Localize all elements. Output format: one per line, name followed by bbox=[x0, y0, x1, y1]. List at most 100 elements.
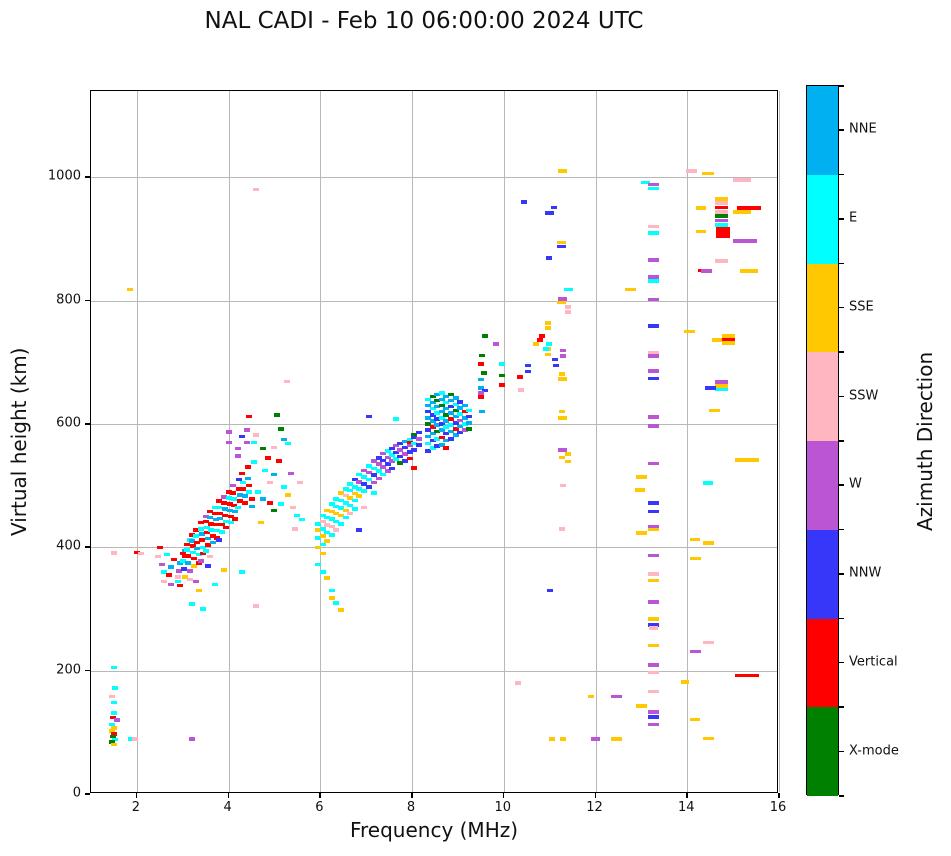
x-tick-mark bbox=[778, 793, 780, 798]
data-point bbox=[647, 461, 659, 466]
data-point bbox=[715, 384, 729, 388]
data-point bbox=[434, 444, 441, 448]
data-point bbox=[198, 532, 205, 536]
data-point bbox=[375, 462, 382, 466]
data-point bbox=[370, 480, 377, 485]
x-tick-label: 4 bbox=[223, 800, 232, 815]
data-point bbox=[271, 508, 278, 513]
data-point bbox=[138, 551, 145, 556]
data-point bbox=[188, 602, 195, 606]
data-point bbox=[711, 338, 723, 342]
data-point bbox=[328, 533, 335, 537]
y-gridline bbox=[91, 177, 777, 179]
data-point bbox=[188, 533, 195, 537]
colorbar-tick-mark bbox=[839, 85, 844, 87]
data-point bbox=[195, 588, 202, 593]
data-point bbox=[702, 481, 714, 485]
data-point bbox=[715, 210, 729, 214]
data-point bbox=[384, 449, 391, 453]
colorbar-tick-mark bbox=[839, 661, 844, 664]
data-point bbox=[648, 663, 660, 667]
data-point bbox=[342, 515, 349, 520]
data-point bbox=[406, 450, 413, 454]
data-point bbox=[184, 542, 191, 546]
data-point bbox=[223, 519, 230, 524]
data-point bbox=[324, 515, 331, 520]
data-point bbox=[175, 575, 182, 579]
data-point bbox=[425, 428, 432, 432]
data-point bbox=[425, 434, 432, 439]
data-point bbox=[434, 404, 441, 409]
data-point bbox=[425, 397, 432, 402]
data-point bbox=[716, 227, 730, 231]
data-point bbox=[225, 430, 232, 434]
data-point bbox=[257, 520, 264, 525]
data-point bbox=[324, 530, 331, 535]
data-point bbox=[443, 413, 450, 417]
data-point bbox=[168, 582, 175, 587]
data-point bbox=[499, 362, 506, 366]
data-point bbox=[110, 732, 117, 736]
data-point bbox=[375, 456, 382, 460]
data-point bbox=[208, 528, 215, 532]
data-point bbox=[230, 483, 237, 488]
data-point bbox=[216, 499, 223, 503]
data-point bbox=[239, 570, 246, 574]
data-point bbox=[461, 403, 468, 408]
data-point bbox=[209, 540, 216, 545]
data-point bbox=[232, 517, 239, 521]
data-point bbox=[429, 413, 436, 417]
data-point bbox=[360, 489, 367, 493]
data-point bbox=[636, 531, 647, 535]
data-point bbox=[248, 504, 255, 509]
data-point bbox=[324, 576, 331, 580]
data-point bbox=[457, 400, 464, 404]
data-point bbox=[466, 408, 473, 413]
data-point bbox=[689, 537, 701, 542]
data-point bbox=[342, 501, 349, 505]
data-point bbox=[235, 477, 242, 482]
data-point bbox=[537, 338, 544, 342]
data-point bbox=[351, 498, 358, 503]
data-point bbox=[411, 441, 418, 446]
data-point bbox=[556, 240, 566, 245]
data-point bbox=[191, 564, 198, 568]
colorbar-segment-vertical bbox=[807, 618, 838, 708]
data-point bbox=[443, 431, 450, 435]
data-point bbox=[356, 528, 363, 532]
data-point bbox=[704, 386, 716, 390]
data-point bbox=[716, 234, 730, 239]
data-point bbox=[389, 446, 396, 451]
data-point bbox=[392, 417, 399, 421]
data-point bbox=[565, 459, 571, 464]
y-tick-label: 1000 bbox=[47, 168, 81, 184]
data-point bbox=[110, 700, 117, 705]
data-point bbox=[647, 354, 659, 358]
data-point bbox=[262, 468, 269, 472]
data-point bbox=[429, 438, 436, 443]
data-point bbox=[565, 305, 571, 309]
data-point bbox=[241, 501, 248, 505]
data-point bbox=[278, 427, 285, 431]
data-point bbox=[189, 544, 196, 548]
data-point bbox=[636, 475, 647, 479]
data-point bbox=[648, 501, 660, 505]
data-point bbox=[225, 440, 232, 445]
data-point bbox=[448, 398, 455, 403]
data-point bbox=[221, 501, 227, 505]
data-point bbox=[250, 460, 257, 464]
data-point bbox=[396, 454, 403, 459]
data-point bbox=[434, 429, 441, 434]
data-point bbox=[556, 244, 566, 249]
data-point bbox=[204, 543, 211, 547]
colorbar-segment-nne bbox=[807, 86, 838, 175]
data-point bbox=[292, 527, 299, 531]
data-point bbox=[721, 341, 736, 345]
data-point bbox=[110, 711, 117, 715]
data-point bbox=[389, 453, 396, 457]
data-point bbox=[232, 509, 239, 514]
data-point bbox=[218, 530, 225, 534]
data-point bbox=[438, 416, 445, 420]
data-point bbox=[177, 583, 184, 588]
